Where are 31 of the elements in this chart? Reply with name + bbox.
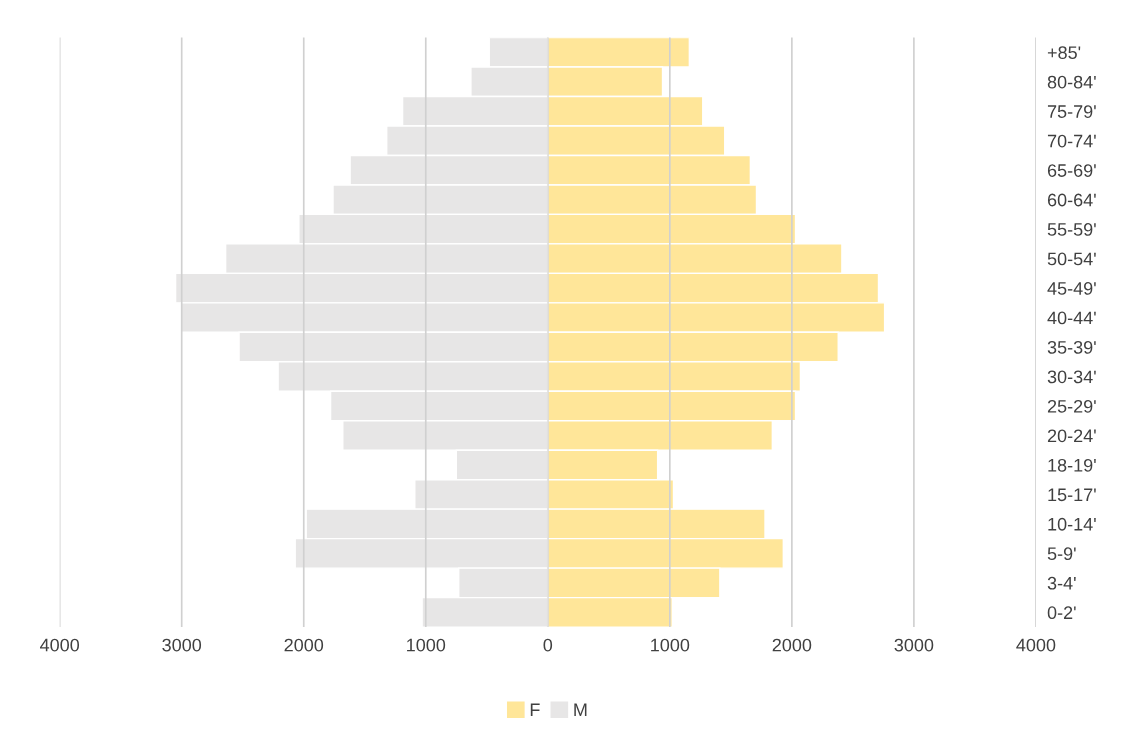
y-tick-label: 45-49' bbox=[1047, 282, 1096, 295]
y-tick-label: +85' bbox=[1047, 46, 1081, 60]
x-tick-label: 3000 bbox=[894, 638, 934, 652]
y-tick-label: 10-14' bbox=[1048, 517, 1096, 531]
y-tick-label: 80-84' bbox=[1047, 75, 1096, 89]
y-tick-label: 65-69' bbox=[1047, 164, 1096, 177]
x-tick-label: 3000 bbox=[162, 638, 202, 652]
y-tick-label: 20-24' bbox=[1047, 429, 1096, 443]
y-tick-label: 35-39' bbox=[1047, 340, 1096, 354]
x-tick-label: 4000 bbox=[1016, 638, 1056, 652]
y-tick-label: 25-29' bbox=[1047, 399, 1096, 413]
legend-label: M bbox=[574, 703, 587, 716]
x-tick-label: 4000 bbox=[40, 638, 80, 652]
y-tick-label: 15-17' bbox=[1048, 488, 1096, 502]
y-tick-label: 70-74' bbox=[1047, 134, 1096, 148]
y-tick-label: 50-54' bbox=[1047, 252, 1096, 266]
y-tick-label: 5-9' bbox=[1047, 547, 1076, 561]
x-tick-label: 0 bbox=[543, 638, 553, 652]
y-tick-label: 75-79' bbox=[1047, 105, 1096, 118]
x-tick-label: 1000 bbox=[407, 638, 446, 652]
x-tick-label: 1000 bbox=[651, 638, 690, 652]
y-tick-label: 55-59' bbox=[1047, 223, 1096, 236]
y-tick-label: 18-19' bbox=[1048, 458, 1096, 472]
legend-label: F bbox=[530, 703, 540, 716]
x-tick-label: 2000 bbox=[772, 638, 812, 652]
y-tick-label: 40-44' bbox=[1047, 311, 1096, 325]
y-tick-label: 60-64' bbox=[1047, 193, 1096, 207]
x-tick-label: 2000 bbox=[284, 638, 324, 652]
y-tick-label: 0-2' bbox=[1047, 606, 1076, 620]
y-tick-label: 30-34' bbox=[1047, 370, 1096, 384]
y-tick-label: 3-4' bbox=[1047, 576, 1076, 590]
